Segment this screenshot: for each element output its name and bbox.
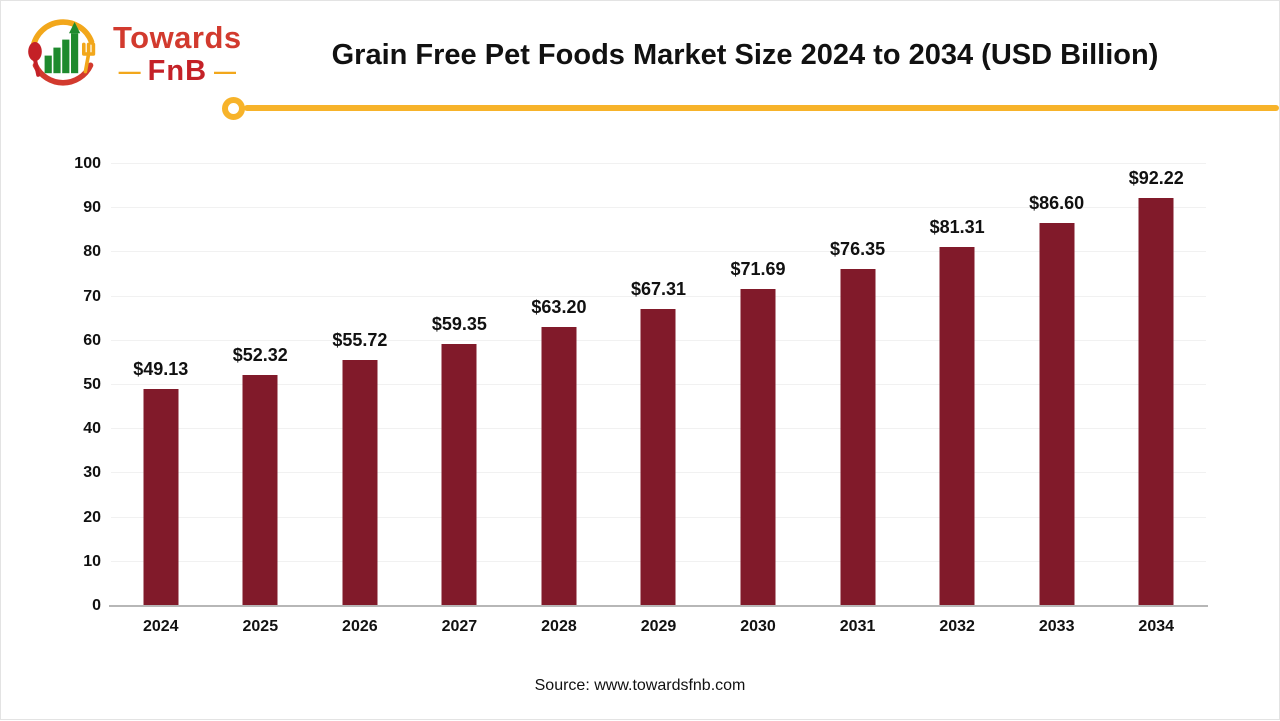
x-tick-label-2024: 2024 — [142, 618, 179, 635]
bar-2025 — [242, 374, 278, 606]
bar-2032 — [939, 246, 975, 606]
bar-value-label-2031: $76.35 — [830, 238, 886, 259]
bar-2027 — [441, 343, 477, 606]
bar-value-label-2027: $59.35 — [431, 313, 487, 334]
bar-2029 — [640, 308, 676, 606]
accent-divider-line — [244, 105, 1279, 111]
x-tick-label-2028: 2028 — [541, 618, 577, 635]
gridline-80 — [111, 251, 1206, 253]
bar-slot-2033: $86.60 — [1007, 164, 1107, 606]
y-tick-label-60: 60 — [83, 331, 101, 349]
y-tick-label-100: 100 — [74, 155, 101, 172]
x-tick-label-2030: 2030 — [740, 618, 776, 635]
bar-slot-2027: $59.35 — [410, 164, 510, 606]
source-text: Source: www.towardsfnb.com — [534, 677, 746, 694]
bar-value-label-2034: $92.22 — [1128, 168, 1184, 189]
y-tick-label-30: 30 — [83, 464, 101, 482]
bar-slot-2024: $49.13 — [111, 164, 211, 606]
bar-2028 — [541, 326, 577, 606]
x-tick-label-2034: 2034 — [1138, 618, 1175, 635]
plot-area: $49.13 $52.32 $55.72 $59.35 $63.20 $67.31 $71.… — [111, 163, 1206, 606]
x-axis-line — [109, 605, 1208, 607]
bar-2031 — [840, 268, 876, 606]
bar-2034 — [1138, 198, 1174, 606]
bar-value-label-2030: $71.69 — [730, 259, 786, 280]
bar-slot-2029: $67.31 — [609, 164, 709, 606]
gridline-100 — [111, 163, 1206, 164]
brand-dash-left: — — [118, 58, 141, 84]
y-tick-label-40: 40 — [83, 420, 101, 438]
y-tick-label-80: 80 — [83, 243, 101, 261]
bar-value-label-2029: $67.31 — [630, 278, 687, 299]
x-tick-label-2031: 2031 — [839, 618, 876, 635]
bar-2024 — [143, 388, 179, 606]
x-tick-label-2026: 2026 — [342, 618, 378, 635]
y-tick-label-70: 70 — [83, 287, 101, 305]
x-tick-label-2032: 2032 — [939, 618, 975, 635]
brand-name-top: Towards — [113, 20, 242, 55]
bar-slot-2030: $71.69 — [708, 164, 808, 606]
bar-slot-2025: $52.32 — [211, 164, 311, 606]
x-tick-label-2027: 2027 — [441, 618, 478, 635]
chart-title: Grain Free Pet Foods Market Size 2024 to… — [331, 39, 1159, 71]
bar-value-label-2026: $55.72 — [332, 329, 388, 350]
y-tick-label-10: 10 — [83, 552, 101, 570]
bar-value-label-2028: $63.20 — [531, 296, 587, 317]
y-tick-label-0: 0 — [92, 597, 101, 614]
bar-2030 — [740, 289, 776, 606]
bar-2026 — [342, 359, 378, 606]
bar-slot-2032: $81.31 — [907, 164, 1007, 606]
towards-fnb-logo-icon — [28, 19, 96, 86]
gridline-70 — [111, 295, 1206, 297]
bar-value-label-2025: $52.32 — [232, 344, 288, 365]
y-tick-label-50: 50 — [83, 376, 101, 393]
y-tick-label-20: 20 — [83, 508, 101, 526]
x-tick-label-2025: 2025 — [242, 618, 279, 635]
x-tick-label-2029: 2029 — [640, 618, 677, 635]
accent-divider-ring — [222, 97, 245, 120]
bar-2033 — [1039, 223, 1075, 606]
brand-dash-right: — — [214, 58, 237, 84]
brand-logo: Towards — FnB — — [23, 13, 242, 95]
gridline-90 — [111, 207, 1206, 209]
bar-value-label-2032: $81.31 — [929, 216, 985, 237]
x-tick-label-2033: 2033 — [1038, 618, 1075, 635]
brand-logo-text: Towards — FnB — — [113, 22, 242, 86]
bar-value-label-2033: $86.60 — [1029, 193, 1085, 214]
brand-name-bottom: FnB — [147, 55, 208, 87]
bar-value-label-2024: $49.13 — [133, 358, 189, 379]
y-tick-label-90: 90 — [83, 199, 101, 217]
bar-slot-2028: $63.20 — [509, 164, 609, 606]
bar-slot-2026: $55.72 — [310, 164, 410, 606]
bar-slot-2034: $92.22 — [1106, 164, 1206, 606]
bar-slot-2031: $76.35 — [808, 164, 908, 606]
